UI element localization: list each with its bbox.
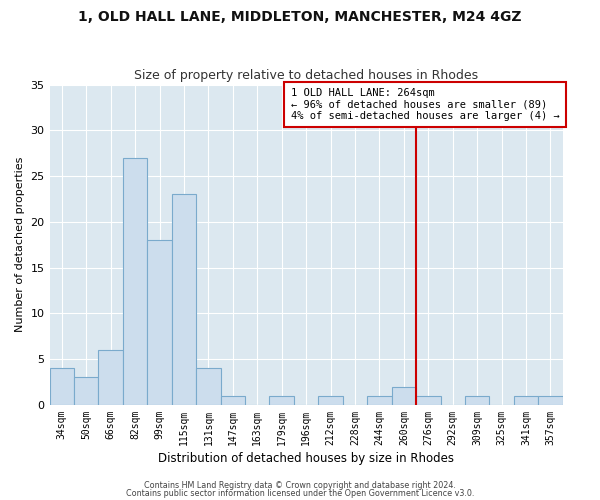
Bar [98, 350, 123, 405]
Bar [319, 396, 343, 405]
Text: Contains public sector information licensed under the Open Government Licence v3: Contains public sector information licen… [126, 488, 474, 498]
Bar [74, 378, 98, 405]
Title: Size of property relative to detached houses in Rhodes: Size of property relative to detached ho… [134, 69, 478, 82]
Bar [269, 396, 294, 405]
Bar [538, 396, 563, 405]
Bar [392, 386, 416, 405]
Text: 1, OLD HALL LANE, MIDDLETON, MANCHESTER, M24 4GZ: 1, OLD HALL LANE, MIDDLETON, MANCHESTER,… [78, 10, 522, 24]
Bar [196, 368, 221, 405]
Bar [123, 158, 147, 405]
Bar [221, 396, 245, 405]
Text: Contains HM Land Registry data © Crown copyright and database right 2024.: Contains HM Land Registry data © Crown c… [144, 481, 456, 490]
Bar [465, 396, 490, 405]
Text: 1 OLD HALL LANE: 264sqm
← 96% of detached houses are smaller (89)
4% of semi-det: 1 OLD HALL LANE: 264sqm ← 96% of detache… [291, 88, 559, 121]
Bar [514, 396, 538, 405]
Bar [416, 396, 440, 405]
Bar [172, 194, 196, 405]
Bar [50, 368, 74, 405]
X-axis label: Distribution of detached houses by size in Rhodes: Distribution of detached houses by size … [158, 452, 454, 465]
Y-axis label: Number of detached properties: Number of detached properties [15, 157, 25, 332]
Bar [367, 396, 392, 405]
Bar [147, 240, 172, 405]
